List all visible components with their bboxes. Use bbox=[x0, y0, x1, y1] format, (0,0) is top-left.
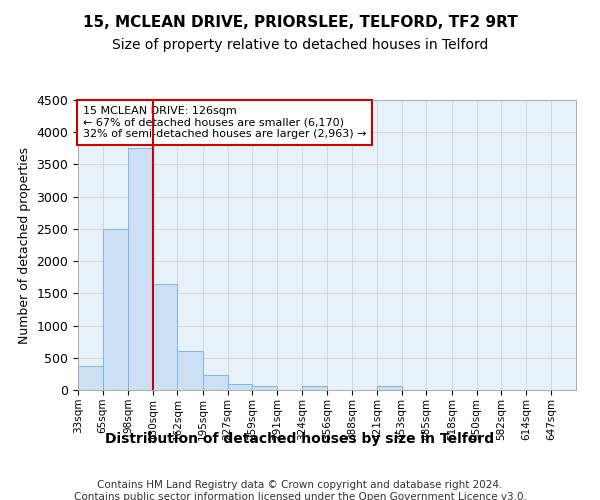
Text: Contains public sector information licensed under the Open Government Licence v3: Contains public sector information licen… bbox=[74, 492, 526, 500]
Bar bbox=[78, 366, 103, 390]
Text: 15, MCLEAN DRIVE, PRIORSLEE, TELFORD, TF2 9RT: 15, MCLEAN DRIVE, PRIORSLEE, TELFORD, TF… bbox=[83, 15, 517, 30]
Bar bbox=[302, 386, 327, 390]
Bar bbox=[153, 284, 178, 390]
Text: 15 MCLEAN DRIVE: 126sqm
← 67% of detached houses are smaller (6,170)
32% of semi: 15 MCLEAN DRIVE: 126sqm ← 67% of detache… bbox=[83, 106, 367, 139]
Bar bbox=[203, 374, 227, 390]
Bar bbox=[178, 352, 203, 390]
Text: Size of property relative to detached houses in Telford: Size of property relative to detached ho… bbox=[112, 38, 488, 52]
Bar bbox=[128, 148, 153, 390]
Text: Contains HM Land Registry data © Crown copyright and database right 2024.: Contains HM Land Registry data © Crown c… bbox=[97, 480, 503, 490]
Bar bbox=[252, 386, 277, 390]
Text: Distribution of detached houses by size in Telford: Distribution of detached houses by size … bbox=[106, 432, 494, 446]
Bar bbox=[227, 384, 252, 390]
Bar bbox=[103, 229, 128, 390]
Y-axis label: Number of detached properties: Number of detached properties bbox=[18, 146, 31, 344]
Bar bbox=[377, 386, 402, 390]
